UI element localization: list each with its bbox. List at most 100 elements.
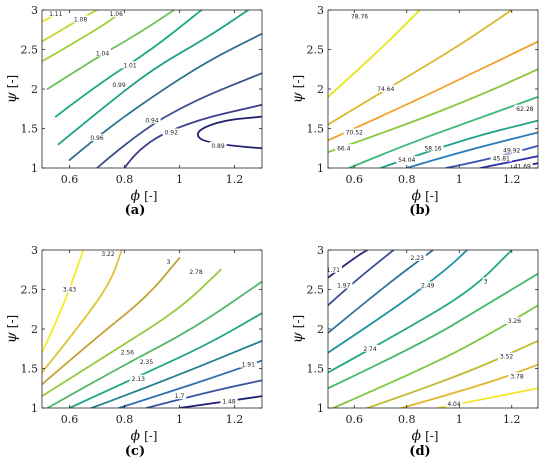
x-tick-label: 0.8 [398,413,416,426]
contour-label-49.92: 49.92 [503,148,520,155]
contour-line-0.89 [196,115,262,150]
contour-label-3: 3 [167,259,171,266]
panel-c: 3.43 3.22 3 2.78 2.56 2.35 2.13 1.91 1.7 1.48 0.6 0… [4,244,263,459]
x-axis-label: ϕ [-] [412,428,439,444]
contour-label-1.01: 1.01 [123,62,137,69]
panel-a: 1.11 1.08 1.06 1.04 1.01 0.99 0.96 0.94 0.92 0.89… [4,4,263,218]
y-axis-label: ψ[-] [290,75,306,103]
y-tick-label: 2 [317,83,324,96]
y-tick-label: 1 [317,402,324,415]
contour-label-bg [511,162,533,170]
contour-label-4.04: 4.04 [447,401,461,408]
contour-label-70.52: 70.52 [346,129,363,136]
contour-label-bg [335,281,353,289]
contour-line-3 [42,257,181,386]
contour-label-bg [220,397,238,405]
contour-label-bg [118,348,136,356]
axes-box [41,9,263,169]
contour-line-74.64 [328,10,513,126]
contour-line-78.76 [328,10,421,98]
contour-label-0.96: 0.96 [90,135,104,142]
contour-label-1.97: 1.97 [337,283,351,290]
contour-label-58.16: 58.16 [424,145,441,152]
contour-line-0.99 [57,10,250,146]
contour-line-70.52 [328,40,538,142]
x-tick-label: 0.8 [116,413,134,426]
y-tick-label: 1 [31,402,38,415]
x-tick-label: 0.6 [61,173,79,186]
contour-label-bg [335,144,353,152]
contour-label-1.08: 1.08 [74,16,88,23]
y-tick-label: 2 [31,323,38,336]
contour-label-3.22: 3.22 [101,251,115,258]
contour-label-bg [508,372,526,380]
contour-label-1.11: 1.11 [49,11,63,18]
x-tick-label: 1 [456,173,463,186]
contour-line-54.04 [405,131,538,168]
x-tick-label: 0.8 [116,173,134,186]
contour-label-bg [60,285,79,293]
contour-line-1.91 [118,359,262,408]
contour-line-66.4 [328,68,538,154]
y-tick-label: 2.5 [21,284,39,297]
x-tick-label: 1.2 [226,413,244,426]
contour-label-bg [514,104,536,112]
panel-label: (c) [125,444,145,459]
contour-label-bg [349,12,370,20]
x-tick-label: 1.2 [503,173,521,186]
contour-line-3.43 [42,250,85,354]
contour-label-66.4: 66.4 [337,145,351,152]
contour-label-bg [209,141,227,149]
y-tick-label: 3 [31,244,38,257]
contour-label-bg [129,374,147,382]
contour-label-1.91: 1.91 [242,362,256,369]
contour-label-2.23: 2.23 [411,255,425,262]
x-tick-label: 1.2 [226,173,244,186]
y-tick-label: 3 [317,244,324,257]
contour-label-bg [490,154,512,162]
y-tick-label: 2.5 [307,284,325,297]
contour-label-78.76: 78.76 [351,13,368,20]
contour-line-3 [328,272,538,390]
contour-label-bg [361,344,379,352]
y-tick-label: 3 [31,4,38,17]
contour-label-1.06: 1.06 [110,11,124,18]
contour-label-bg [501,146,523,154]
x-tick-label: 0.6 [61,413,79,426]
contour-label-bg [162,128,180,136]
contour-label-41.69: 41.69 [514,163,531,170]
contour-label-bg [99,249,117,257]
contour-label-bg [71,15,90,23]
y-tick-label: 1 [31,162,38,175]
x-tick-label: 0.6 [346,173,364,186]
contour-label-2.49: 2.49 [421,283,435,290]
contour-label-3: 3 [484,279,488,286]
contour-line-1.97 [328,250,395,307]
contour-label-bg [165,257,172,265]
contour-label-bg [505,317,523,325]
contour-line-2.23 [328,250,434,334]
y-tick-label: 2.5 [21,44,39,57]
contour-line-2.56 [46,280,262,408]
y-tick-label: 1.5 [21,363,39,376]
y-tick-label: 1.5 [21,123,39,136]
contour-label-bg [88,133,106,141]
panel-label: (d) [409,444,430,459]
contour-line-0.94 [96,72,262,168]
y-axis-label: ψ[-] [290,315,306,343]
contour-label-bg [110,81,128,89]
contour-label-bg [239,360,257,368]
contour-line-2.35 [68,312,262,408]
x-tick-label: 0.6 [346,413,364,426]
x-tick-label: 0.8 [398,173,416,186]
contour-label-bg [187,268,205,276]
contour-label-bg [47,9,65,17]
y-tick-label: 2 [31,83,38,96]
contour-label-bg [445,400,463,408]
contour-line-45.81 [479,155,538,168]
contour-label-bg [107,9,125,17]
contour-label-bg [396,156,418,164]
y-tick-label: 2 [317,323,324,336]
contour-label-45.81: 45.81 [493,156,510,163]
contour-line-3.26 [332,304,538,408]
